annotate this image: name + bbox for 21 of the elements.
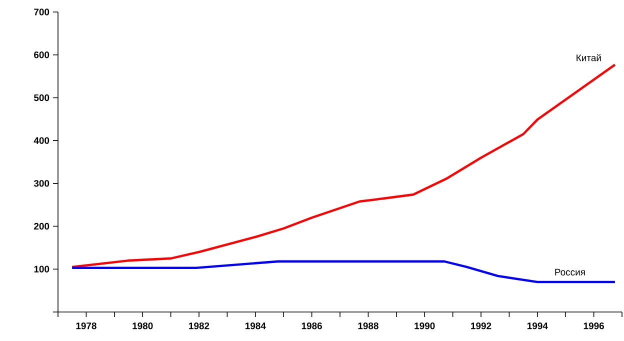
x-tick-label: 1986 xyxy=(302,322,322,330)
x-tick-label: 1988 xyxy=(358,322,378,330)
x-tick-label: 1984 xyxy=(245,322,266,330)
series-label: Россия xyxy=(555,268,585,276)
y-tick-label: 400 xyxy=(34,137,50,144)
x-tick-label: 1980 xyxy=(132,322,153,330)
y-tick-label: 600 xyxy=(34,52,50,58)
y-tick-label: 500 xyxy=(34,94,50,102)
y-tick-label: 200 xyxy=(34,222,50,230)
x-tick-label: 1978 xyxy=(76,322,96,330)
x-tick-label: 1992 xyxy=(471,322,492,330)
y-tick-label: 100 xyxy=(34,266,50,272)
series-label: Китай xyxy=(576,54,601,62)
y-tick-label: 300 xyxy=(34,180,50,187)
y-tick-label: 700 xyxy=(34,8,50,16)
x-tick-label: 1996 xyxy=(584,322,604,330)
x-tick-label: 1994 xyxy=(527,322,548,330)
x-tick-label: 1990 xyxy=(414,322,435,330)
line-series xyxy=(70,260,616,284)
x-tick-label: 1982 xyxy=(189,322,210,330)
line-series xyxy=(70,64,616,268)
